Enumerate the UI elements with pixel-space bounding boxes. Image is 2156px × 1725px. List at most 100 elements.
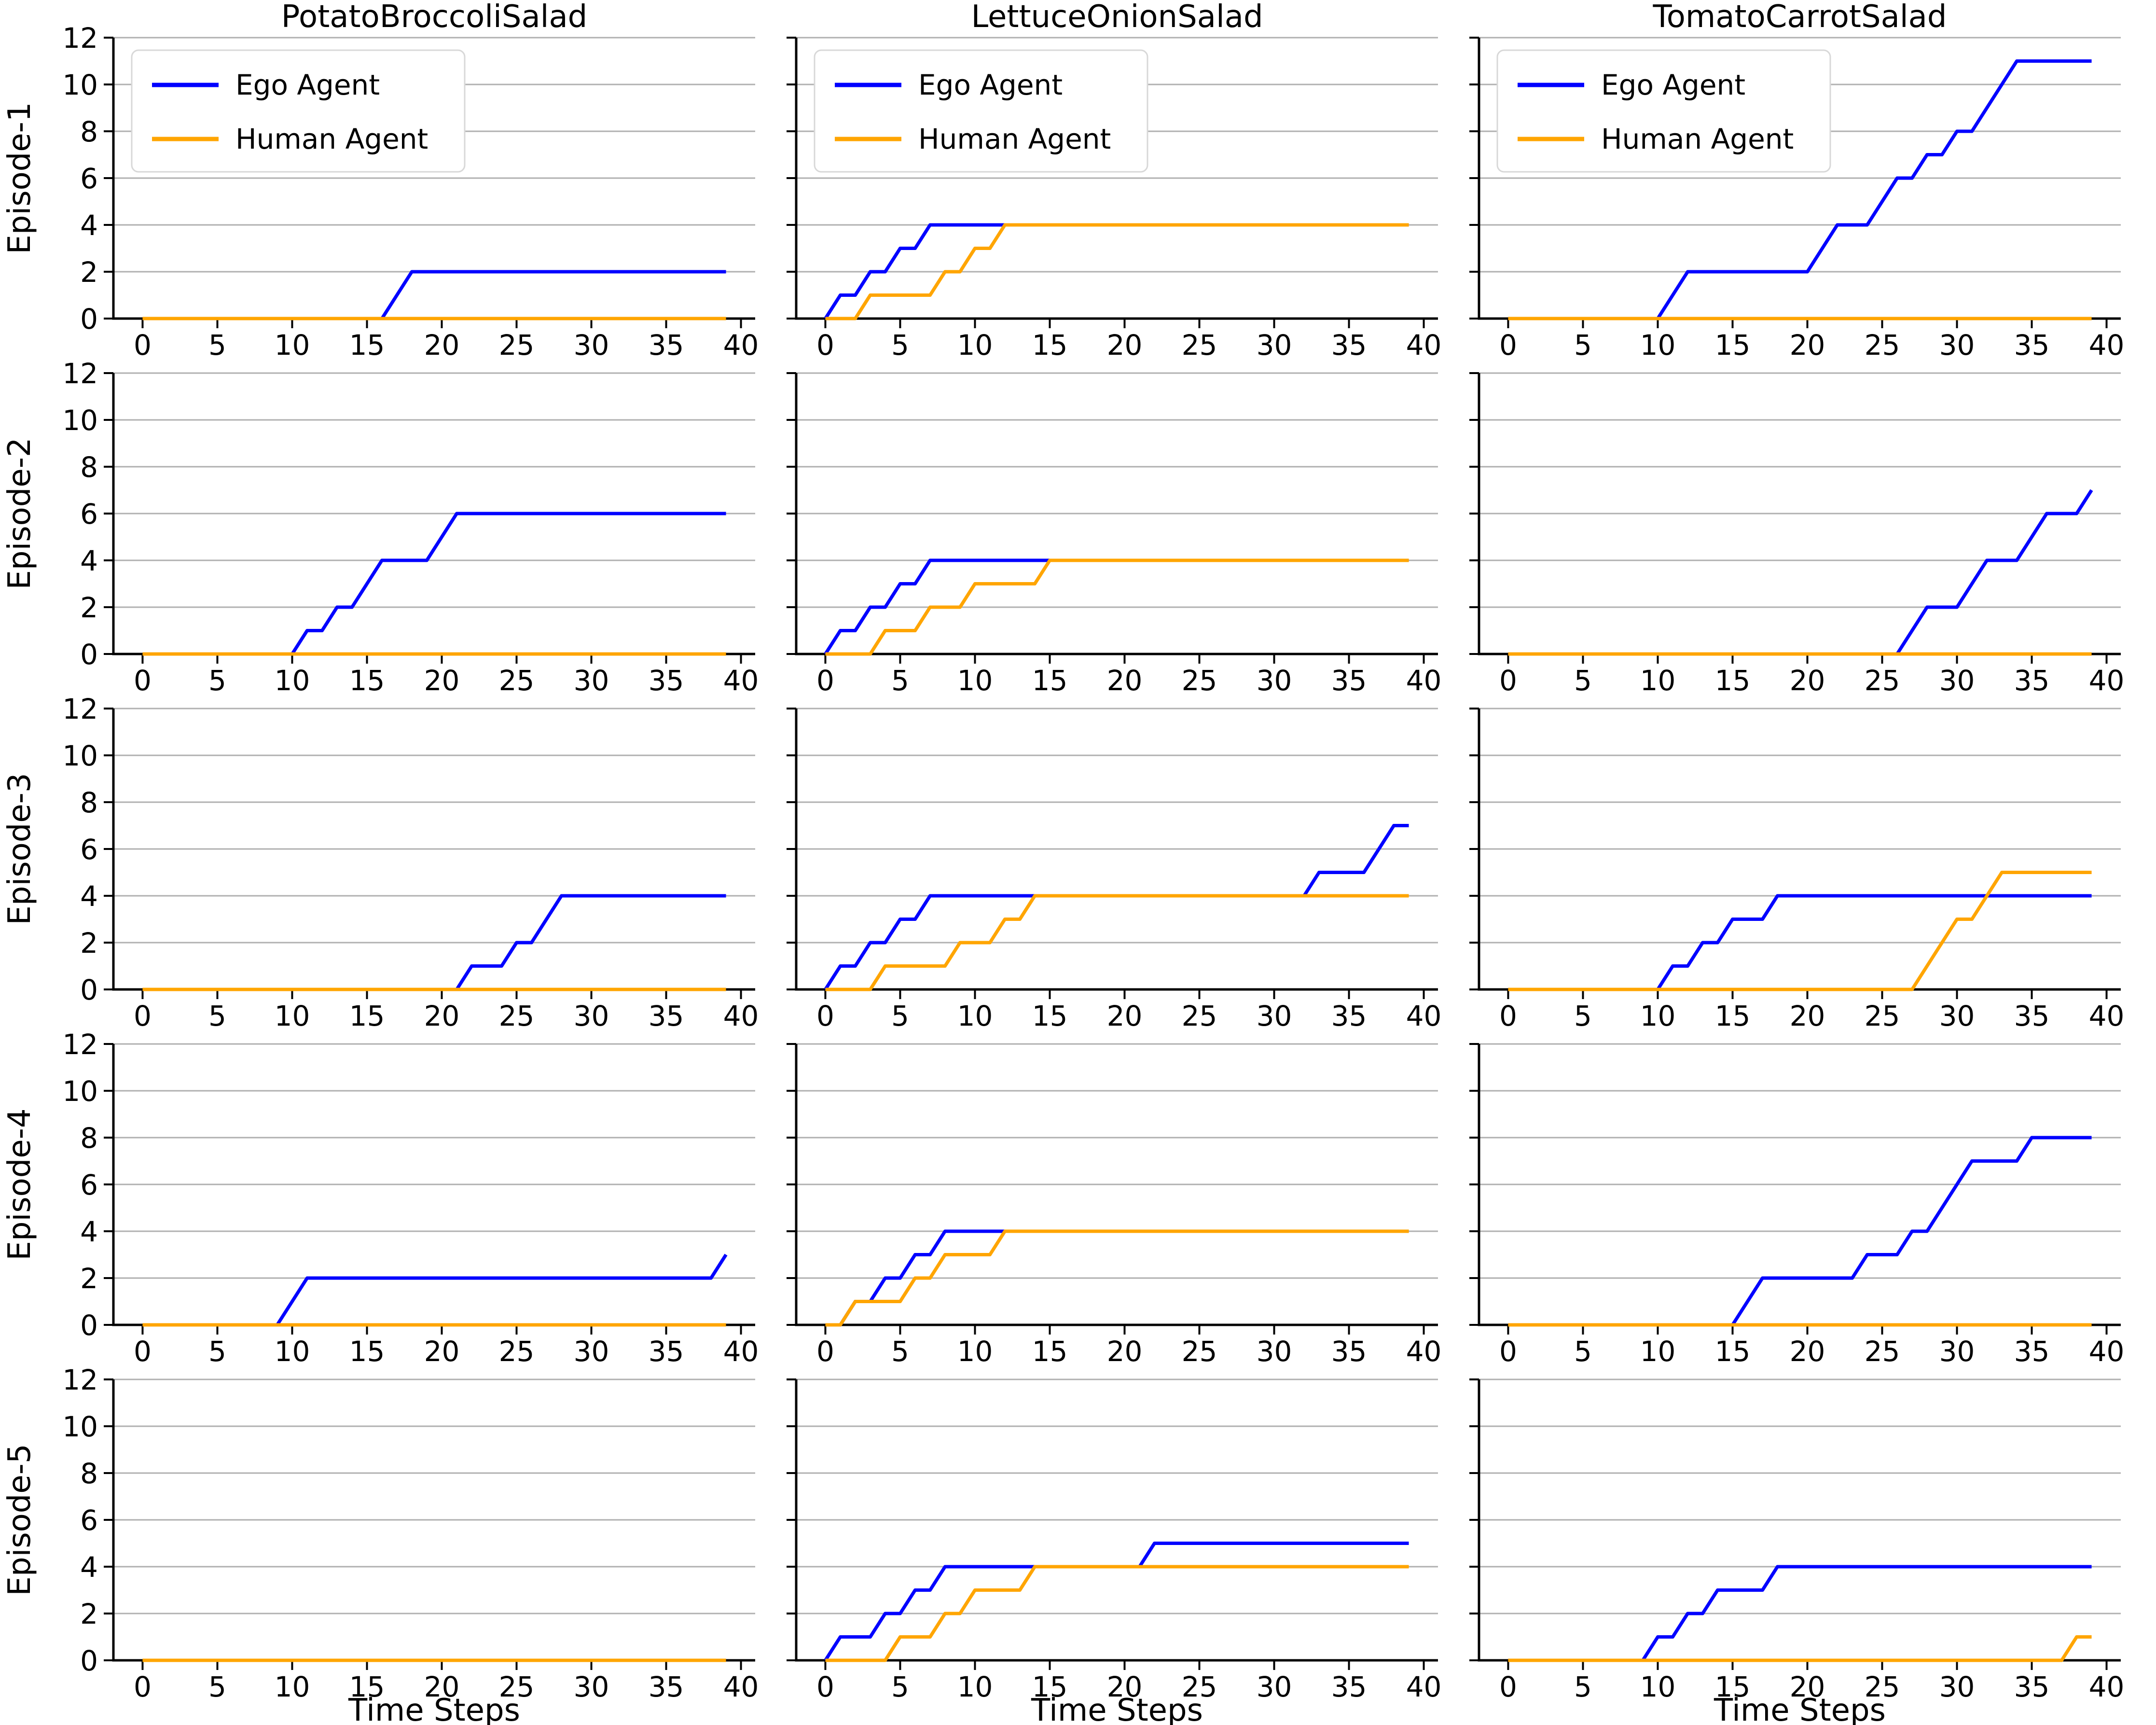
x-tick-label: 20 (1790, 329, 1825, 362)
y-tick-label: 2 (80, 1262, 98, 1295)
x-tick-label: 0 (134, 329, 152, 362)
x-tick-label: 0 (1499, 1000, 1517, 1032)
x-tick-label: 5 (208, 1000, 226, 1032)
x-tick-label: 0 (1499, 1335, 1517, 1368)
x-tick-label: 25 (1865, 664, 1900, 697)
x-tick-label: 40 (1406, 1335, 1442, 1368)
x-tick-label: 40 (723, 1670, 759, 1703)
human-agent-line (825, 1229, 1409, 1327)
x-tick-label: 10 (275, 664, 310, 697)
y-tick-label: 0 (80, 1309, 98, 1342)
x-tick-label: 40 (2089, 329, 2125, 362)
legend-label: Human Agent (1601, 123, 1794, 155)
x-tick-label: 20 (1790, 1335, 1825, 1368)
ego-agent-line (142, 270, 726, 320)
legend-item: Ego Agent (835, 69, 1063, 101)
x-tick-label: 10 (1640, 1335, 1676, 1368)
y-tick-label: 0 (80, 303, 98, 335)
x-tick-label: 30 (574, 664, 609, 697)
x-tick-label: 20 (424, 1335, 460, 1368)
subplot-Episode-3-LettuceOnionSalad: 0 5 10 15 20 25 30 35 40 (787, 708, 1442, 1032)
x-tick-label: 15 (1715, 329, 1751, 362)
x-tick-label: 10 (1640, 1670, 1676, 1703)
x-tick-label: 35 (1331, 1000, 1367, 1032)
x-tick-label: 0 (134, 1670, 152, 1703)
y-tick-label: 10 (62, 1410, 98, 1443)
x-tick-label: 30 (1939, 1670, 1975, 1703)
x-tick-label: 5 (891, 1000, 909, 1032)
y-tick-label: 8 (80, 786, 98, 819)
x-tick-label: 5 (208, 329, 226, 362)
x-tick-label: 10 (275, 329, 310, 362)
human-agent-line (825, 558, 1409, 656)
x-tick-label: 0 (1499, 329, 1517, 362)
x-tick-label: 35 (649, 1335, 684, 1368)
y-tick-label: 2 (80, 927, 98, 960)
x-tick-label: 30 (1939, 329, 1975, 362)
x-tick-label: 40 (723, 1335, 759, 1368)
y-tick-label: 10 (62, 1075, 98, 1108)
x-tick-label: 25 (499, 329, 535, 362)
x-tick-label: 20 (1107, 1670, 1143, 1703)
x-tick-label: 30 (1257, 664, 1292, 697)
x-tick-label: 40 (2089, 664, 2125, 697)
legend-label: Ego Agent (918, 69, 1063, 101)
x-tick-label: 15 (1032, 1335, 1068, 1368)
human-agent-line (1508, 1635, 2092, 1662)
subplot-title: LettuceOnionSalad (971, 0, 1263, 35)
ego-agent-line (824, 1542, 1409, 1661)
x-tick-label: 15 (1715, 1670, 1751, 1703)
x-tick-label: 25 (499, 1000, 535, 1032)
human-agent-line (825, 894, 1409, 991)
row-label: Episode-2 (2, 437, 38, 589)
legend-box (131, 49, 466, 173)
legend-box (1496, 49, 1831, 173)
y-tick-label: 6 (80, 1169, 98, 1201)
y-tick-label: 0 (80, 974, 98, 1006)
x-tick-label: 25 (1182, 1335, 1217, 1368)
legend-item: Human Agent (152, 123, 428, 155)
x-tick-label: 15 (349, 1670, 385, 1703)
y-tick-label: 0 (80, 638, 98, 671)
x-tick-label: 10 (957, 1335, 993, 1368)
x-tick-label: 5 (891, 329, 909, 362)
legend-label: Ego Agent (1601, 69, 1745, 101)
subplot-title: TomatoCarrotSalad (1653, 0, 1947, 35)
human-agent-line (1508, 871, 2092, 991)
subplot-Episode-3-PotatoBroccoliSalad: 0 5 10 15 20 25 30 35 40 0 2 4 6 8 10 12 Episode-3 (2, 693, 759, 1032)
subplot-Episode-1-PotatoBroccoliSalad: 0 5 10 15 20 25 30 35 40 0 2 4 6 8 10 12 Episode-1 Potato… (2, 0, 759, 362)
x-tick-label: 35 (2014, 664, 2050, 697)
y-tick-label: 6 (80, 1504, 98, 1537)
x-tick-label: 25 (1182, 1670, 1217, 1703)
x-tick-label: 5 (1574, 1335, 1592, 1368)
legend: Ego Agent Human Agent (814, 49, 1148, 173)
x-tick-label: 15 (1715, 1335, 1751, 1368)
y-tick-label: 8 (80, 451, 98, 484)
subplot-Episode-5-LettuceOnionSalad: 0 5 10 15 20 25 30 35 40 Time Steps (787, 1378, 1441, 1725)
x-tick-label: 0 (816, 1000, 834, 1032)
x-tick-label: 10 (957, 1000, 993, 1032)
x-axis-title: Time Steps (1031, 1693, 1203, 1725)
x-tick-label: 40 (2089, 1670, 2125, 1703)
x-tick-label: 25 (1865, 1670, 1900, 1703)
row-label: Episode-1 (2, 102, 38, 254)
x-tick-label: 40 (1406, 664, 1442, 697)
x-tick-label: 25 (499, 1335, 535, 1368)
x-tick-label: 10 (957, 329, 993, 362)
y-tick-label: 8 (80, 1122, 98, 1155)
x-tick-label: 20 (424, 1670, 460, 1703)
y-tick-label: 6 (80, 498, 98, 530)
row-label: Episode-5 (2, 1444, 38, 1596)
x-tick-label: 40 (1406, 1000, 1442, 1032)
x-tick-label: 25 (1182, 1000, 1217, 1032)
x-tick-label: 0 (1499, 1670, 1517, 1703)
subplot-Episode-1-LettuceOnionSalad: 0 5 10 15 20 25 30 35 40 LettuceOnionSalad Ego Age… (787, 0, 1441, 362)
legend-item: Human Agent (835, 123, 1111, 155)
x-tick-label: 30 (574, 1335, 609, 1368)
legend: Ego Agent Human Agent (131, 49, 466, 173)
x-tick-label: 15 (1715, 1000, 1751, 1032)
x-tick-label: 35 (1331, 664, 1367, 697)
x-tick-label: 5 (1574, 664, 1592, 697)
